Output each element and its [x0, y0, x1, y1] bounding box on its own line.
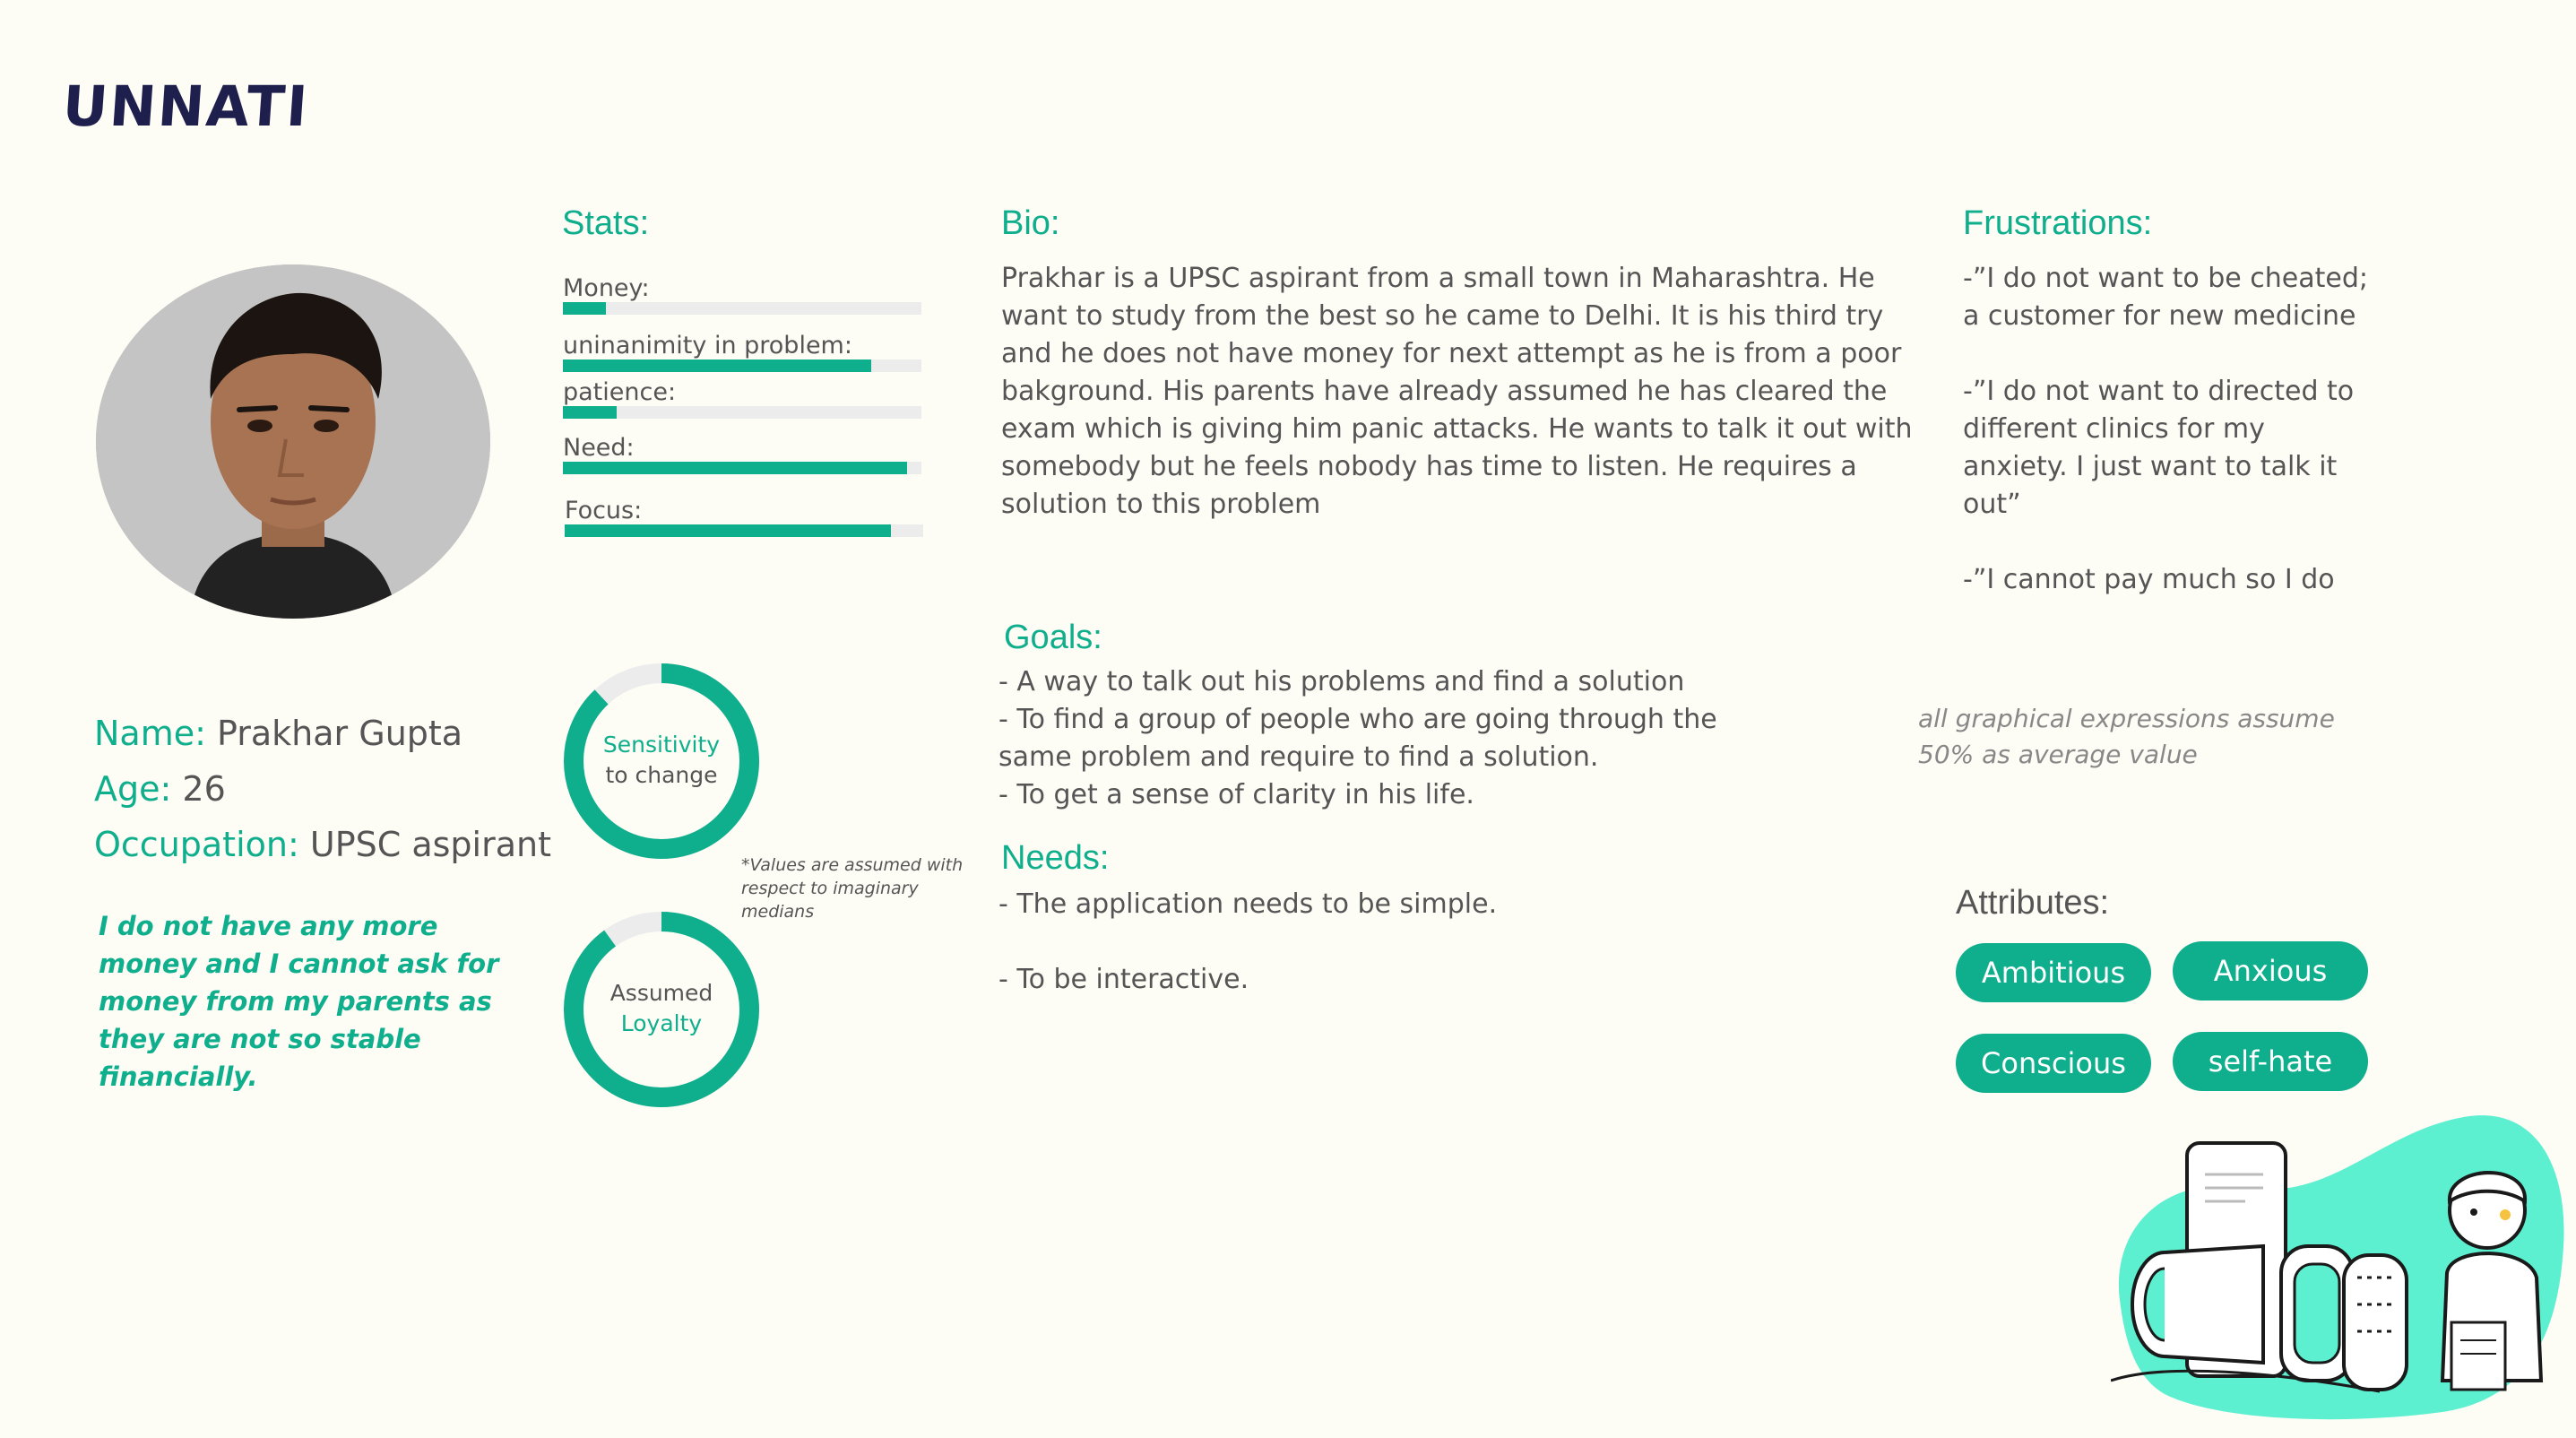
profile-name-row: Name: Prakhar Gupta	[94, 706, 560, 761]
stats-heading: Stats:	[562, 204, 650, 242]
age-label: Age:	[94, 769, 172, 809]
bio-heading: Bio:	[1001, 204, 1060, 242]
stat-bar-track	[565, 524, 923, 537]
brand-logo: UNNATI	[60, 74, 312, 139]
stat-label: Focus:	[565, 497, 643, 524]
goals-list: - A way to talk out his problems and fin…	[998, 663, 1787, 814]
stat-focus: Focus:	[565, 497, 923, 537]
stat-label: uninanimity in problem:	[563, 332, 852, 360]
attribute-pill-self-hate: self-hate	[2173, 1032, 2368, 1091]
bio-text: Prakhar is a UPSC aspirant from a small …	[1001, 263, 1913, 520]
age-value: 26	[182, 769, 226, 809]
rings-note: *Values are assumed with respect to imag…	[741, 855, 964, 922]
stat-label: Money:	[563, 274, 650, 302]
goal-item: - A way to talk out his problems and fin…	[998, 666, 1685, 697]
stat-patience: patience:	[563, 378, 921, 419]
ring-sensitivity: Sensitivity to change	[562, 662, 761, 861]
ring-gauge-icon	[564, 663, 759, 859]
frustration-item: -”I do not want to directed to different…	[1963, 376, 2355, 520]
goals-heading: Goals:	[1004, 619, 1102, 656]
need-item: - To be interactive.	[998, 964, 1249, 995]
occupation-value: UPSC aspirant	[309, 825, 551, 864]
name-label: Name:	[94, 714, 206, 753]
stat-unanimity: uninanimity in problem:	[563, 332, 921, 372]
stat-label: patience:	[563, 378, 677, 406]
frustrations-list: -”I do not want to be cheated; to be a c…	[1963, 260, 2368, 601]
stat-bar-track	[563, 406, 921, 419]
occupation-label: Occupation:	[94, 825, 299, 864]
illustration	[2110, 1112, 2568, 1434]
ring-label-line1: Sensitivity	[602, 732, 721, 758]
stat-bar-track	[563, 360, 921, 372]
medicine-doctor-illustration-icon	[2110, 1115, 2564, 1420]
attributes-heading: Attributes:	[1956, 884, 2110, 922]
stat-bar-track	[563, 302, 921, 315]
goal-item: - To find a group of people who are goin…	[998, 704, 1717, 773]
persona-quote: I do not have any more money and I canno…	[99, 911, 499, 1092]
stat-bar-track	[563, 462, 921, 474]
ring-label-line2: to change	[605, 762, 718, 788]
frustrations-heading: Frustrations:	[1963, 204, 2153, 242]
stat-bar-fill	[563, 462, 907, 474]
attribute-pill-ambitious: Ambitious	[1956, 943, 2151, 1002]
goal-item: - To get a sense of clarity in his life.	[998, 779, 1474, 810]
need-item: - The application needs to be simple.	[998, 888, 1498, 920]
profile-age-row: Age: 26	[94, 761, 560, 817]
frustration-item: -”I cannot pay much so I do not want it …	[1963, 564, 2335, 595]
stat-need: Need:	[563, 434, 921, 474]
stat-bar-fill	[563, 302, 606, 315]
ring-loyalty: Assumed Loyalty	[562, 910, 761, 1109]
assumption-note: all graphical expressions assume 50% as …	[1918, 704, 2335, 769]
stat-bar-fill	[563, 406, 617, 419]
profile-occupation-row: Occupation: UPSC aspirant	[94, 817, 578, 872]
attribute-pill-conscious: Conscious	[1956, 1034, 2151, 1093]
stat-label: Need:	[563, 434, 635, 462]
attribute-pill-anxious: Anxious	[2173, 941, 2368, 1001]
needs-heading: Needs:	[1001, 839, 1110, 877]
ring-gauge-icon	[564, 912, 759, 1107]
person-portrait-icon	[96, 264, 490, 619]
avatar	[96, 264, 490, 619]
ring-label-line2: Loyalty	[620, 1010, 703, 1036]
stat-bar-fill	[563, 360, 871, 372]
frustration-item: -”I do not want to be cheated; to be a c…	[1963, 263, 2368, 332]
stat-bar-fill	[565, 524, 891, 537]
needs-list: - The application needs to be simple. - …	[998, 886, 1805, 999]
ring-label-line1: Assumed	[609, 980, 713, 1006]
name-value: Prakhar Gupta	[217, 714, 463, 753]
stat-money: Money:	[563, 274, 921, 315]
